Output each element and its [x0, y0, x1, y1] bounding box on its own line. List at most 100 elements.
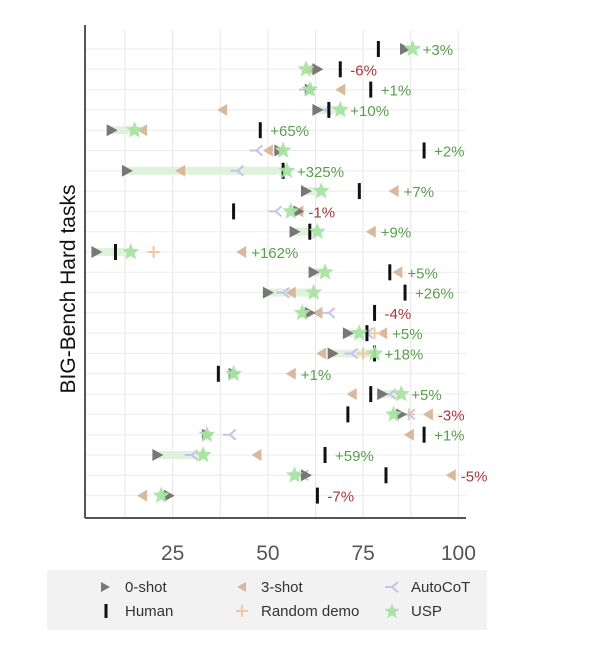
- human-point: [403, 284, 407, 301]
- legend-label: 3-shot: [261, 578, 303, 596]
- usp-point: [305, 283, 323, 300]
- autocot-marker-icon: [381, 578, 403, 596]
- human-point: [422, 142, 426, 159]
- delta-label: +1%: [301, 367, 331, 384]
- improvement-bar: [96, 248, 131, 256]
- legend-item-usp: USP: [381, 602, 442, 620]
- autocot-point: [249, 144, 264, 157]
- delta-label: +59%: [335, 448, 374, 465]
- zero-shot-point: [300, 185, 312, 198]
- three-shot-point: [251, 449, 262, 461]
- three-shot-point: [312, 306, 323, 319]
- random-demo-point: [368, 327, 381, 340]
- delta-label: +3%: [423, 42, 453, 59]
- zero-shot-marker-icon: [95, 578, 117, 596]
- human-point: [365, 325, 369, 342]
- human-point: [422, 426, 426, 443]
- delta-label: +325%: [297, 164, 344, 181]
- zero-shot-point: [312, 103, 324, 116]
- three-shot-point: [217, 103, 228, 116]
- delta-label: +1%: [434, 428, 464, 445]
- zero-shot-point: [262, 286, 274, 299]
- improvement-bar: [332, 349, 375, 358]
- human-point: [323, 447, 327, 463]
- three-shot-point: [137, 489, 148, 502]
- delta-label: +1%: [381, 83, 411, 100]
- random-demo-point: [357, 347, 370, 360]
- improvement-bar: [294, 227, 318, 236]
- legend-label: USP: [411, 602, 442, 620]
- legend-item-zero-shot: 0-shot: [95, 578, 167, 596]
- delta-label: +5%: [411, 387, 441, 404]
- legend-item-random-demo: Random demo: [231, 602, 359, 620]
- delta-label: -5%: [461, 468, 488, 485]
- legend: 0-shot 3-shot AutoCoT Human Random demo …: [47, 570, 487, 630]
- zero-shot-point: [289, 225, 301, 238]
- x-tick-label: 25: [161, 542, 184, 565]
- human-point: [338, 61, 342, 78]
- three-shot-point: [388, 185, 399, 198]
- y-axis-label: BIG-Bench Hard tasks: [57, 185, 80, 394]
- three-shot-point: [262, 144, 273, 157]
- zero-shot-point: [312, 63, 324, 76]
- three-shot-point: [445, 469, 456, 482]
- delta-label: +162%: [251, 245, 298, 262]
- x-tick-label: 50: [256, 542, 279, 565]
- usp-point: [225, 364, 243, 382]
- usp-point: [308, 222, 326, 239]
- delta-label: +26%: [415, 286, 454, 303]
- autocot-point: [184, 449, 199, 461]
- delta-label: -1%: [308, 204, 335, 221]
- zero-shot-point: [400, 43, 412, 55]
- three-shot-point: [316, 347, 327, 360]
- human-point: [232, 203, 236, 220]
- zero-shot-point: [91, 246, 103, 258]
- usp-point: [331, 100, 349, 118]
- usp-point: [385, 405, 403, 422]
- zero-shot-point: [308, 266, 320, 279]
- human-point: [113, 244, 117, 260]
- usp-point: [152, 486, 170, 503]
- legend-item-autocot: AutoCoT: [381, 578, 470, 596]
- autocot-point: [276, 286, 290, 299]
- usp-point: [392, 385, 410, 402]
- autocot-point: [230, 165, 245, 177]
- three-shot-point: [346, 388, 357, 401]
- usp-point: [126, 121, 144, 138]
- three-shot-point: [285, 367, 296, 380]
- three-shot-point: [377, 327, 388, 340]
- human-point: [216, 365, 220, 382]
- usp-point: [316, 263, 334, 280]
- human-point: [357, 183, 361, 200]
- three-shot-marker-icon: [231, 578, 253, 596]
- human-marker-icon: [95, 602, 117, 620]
- legend-item-human: Human: [95, 602, 173, 620]
- three-shot-point: [403, 428, 414, 441]
- three-shot-point: [236, 246, 247, 258]
- human-point: [376, 41, 380, 57]
- improvement-bar: [111, 126, 135, 135]
- delta-label: +7%: [404, 184, 434, 201]
- usp-point: [350, 324, 368, 341]
- usp-point: [366, 344, 384, 361]
- three-shot-point: [175, 164, 186, 177]
- autocot-point: [344, 347, 359, 360]
- zero-shot-point: [377, 388, 389, 401]
- delta-label: +18%: [385, 347, 424, 364]
- legend-label: AutoCoT: [411, 578, 471, 596]
- autocot-point: [268, 205, 283, 218]
- delta-label: -3%: [438, 407, 465, 424]
- usp-point: [286, 466, 304, 483]
- legend-label: Random demo: [261, 602, 360, 620]
- zero-shot-point: [327, 347, 339, 360]
- delta-label: +10%: [350, 103, 389, 120]
- usp-point: [282, 202, 300, 219]
- usp-point: [122, 243, 140, 260]
- x-tick-label: 75: [351, 542, 374, 565]
- x-tick-label: 100: [441, 542, 476, 565]
- random-demo-point: [147, 246, 160, 258]
- human-point: [384, 467, 388, 484]
- usp-point: [297, 60, 315, 77]
